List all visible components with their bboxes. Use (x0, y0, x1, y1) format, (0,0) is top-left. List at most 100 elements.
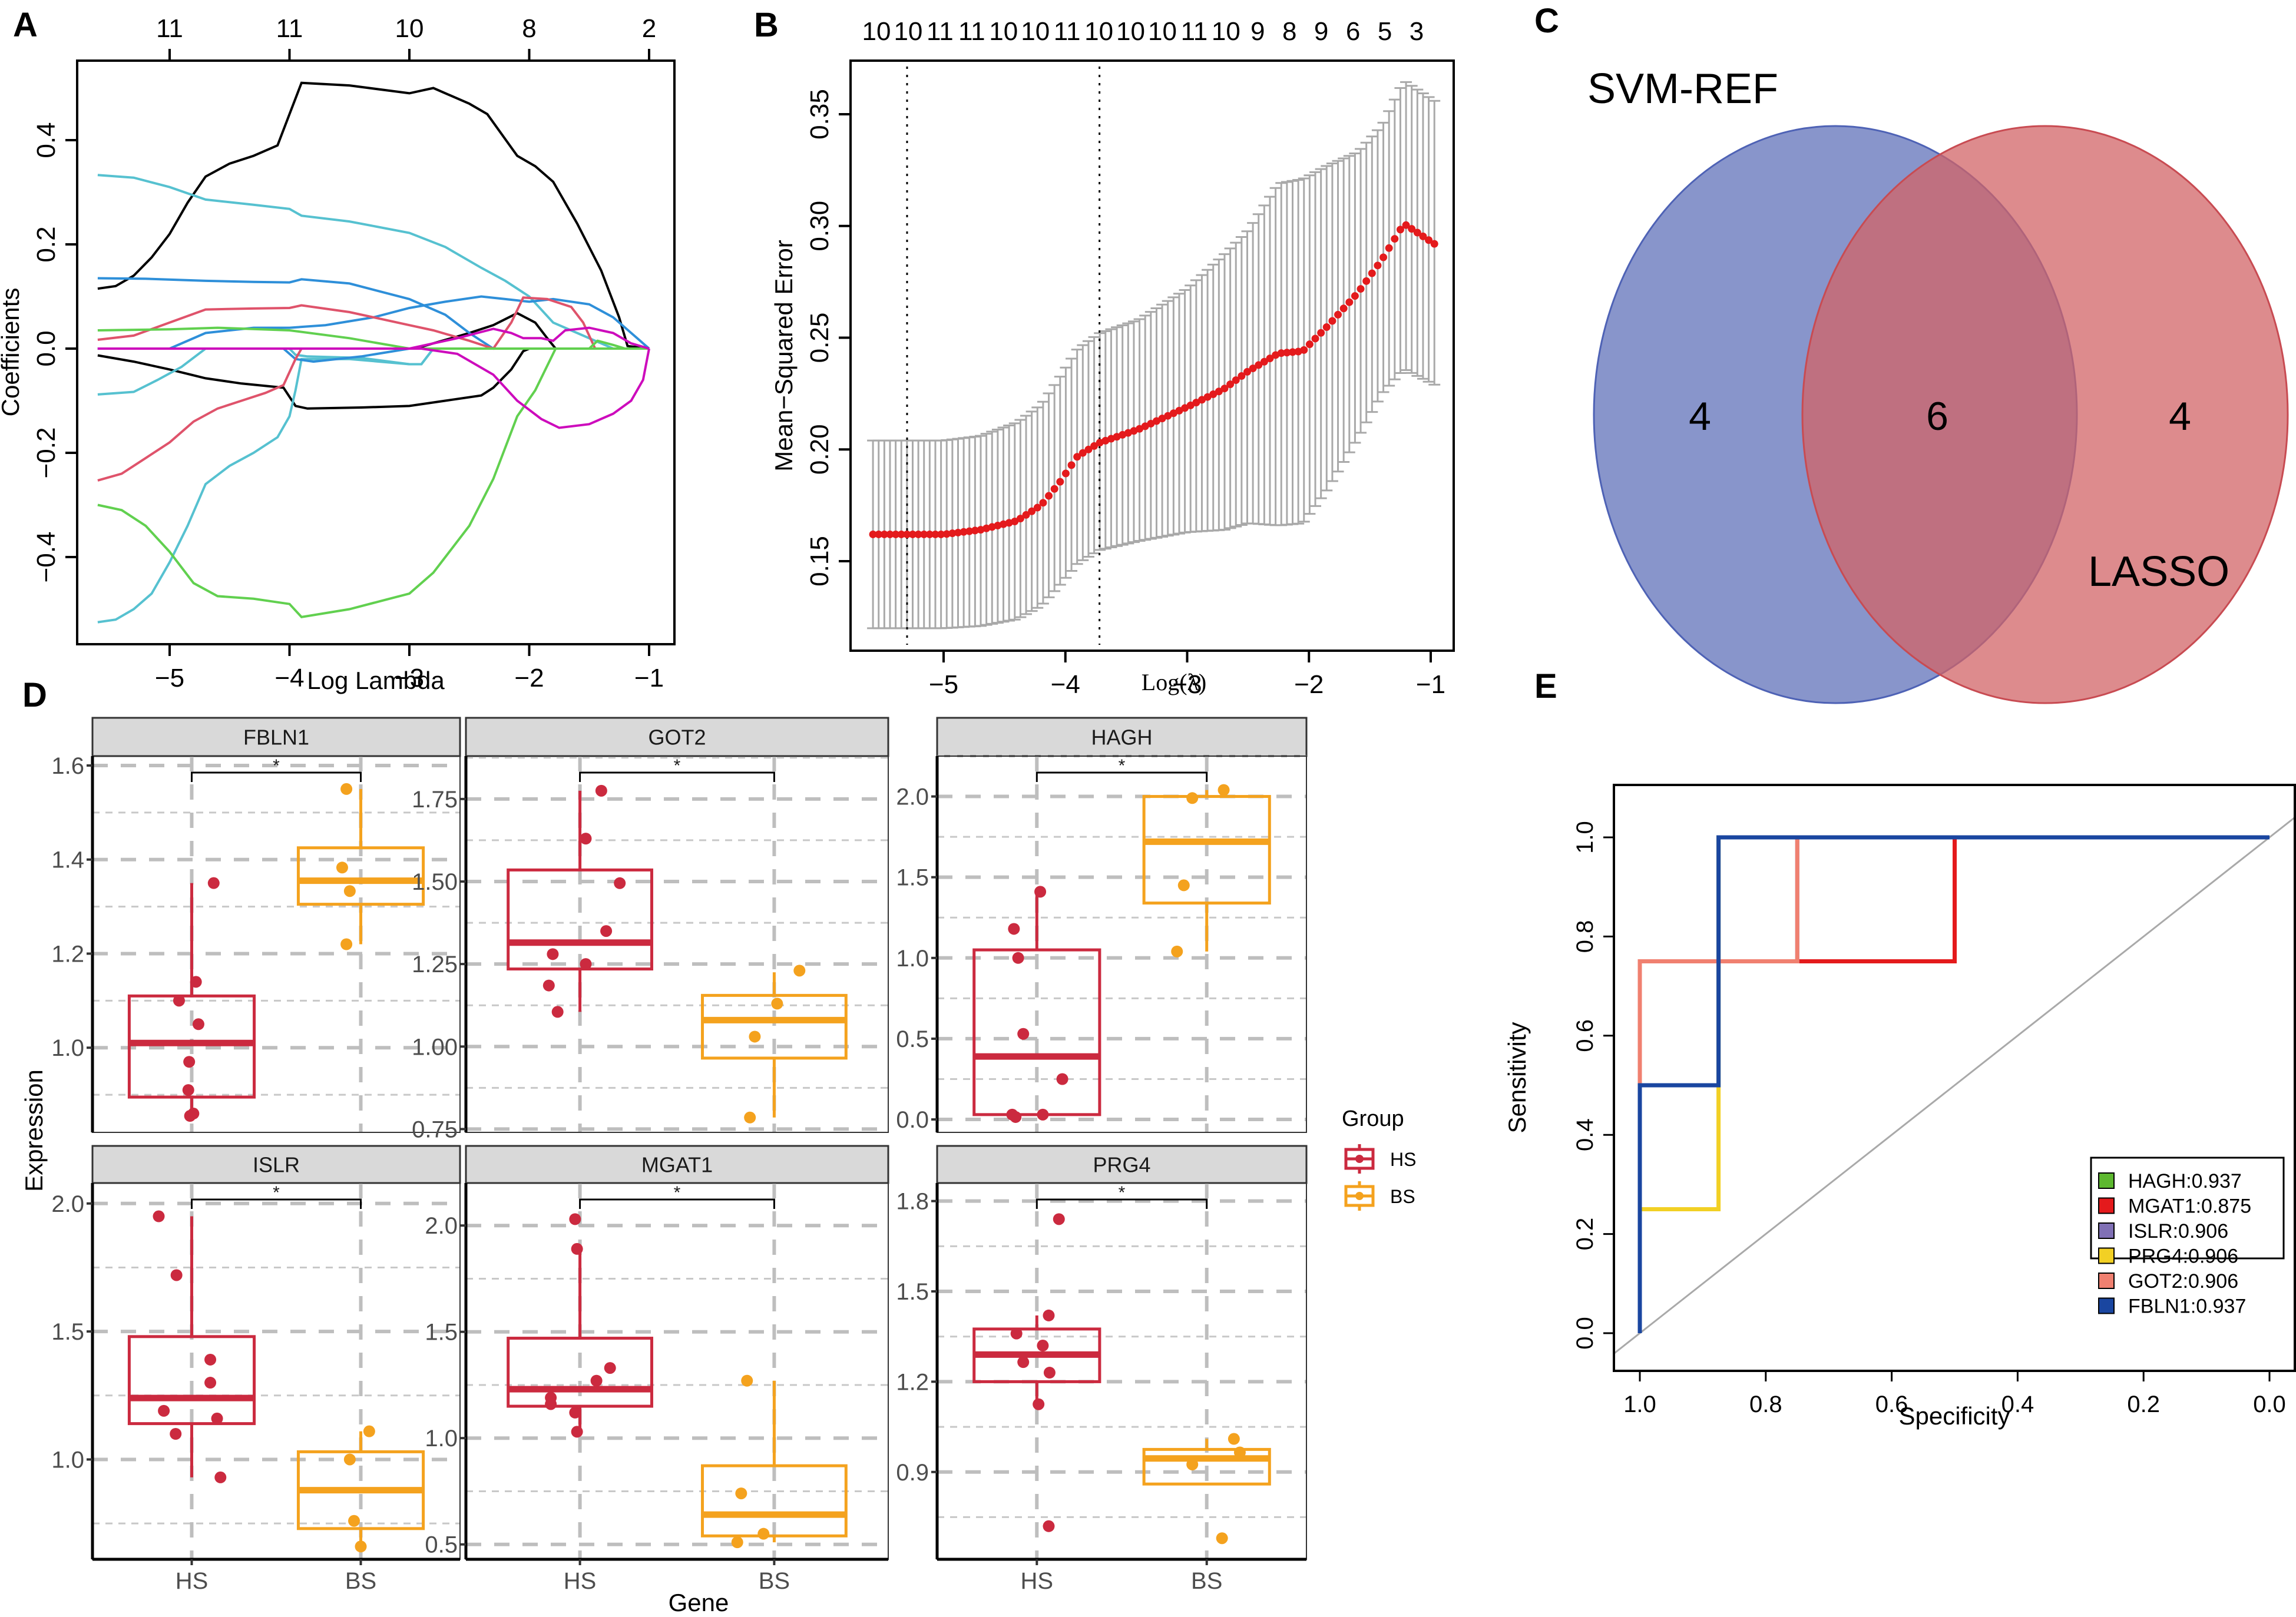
b-mse-point (1033, 503, 1041, 512)
a-series-black-1 (97, 81, 650, 350)
e-legend-swatch (2098, 1222, 2115, 1239)
b-mse-point (1317, 329, 1325, 337)
b-top-tick-label: 11 (1181, 17, 1208, 46)
e-legend-swatch (2098, 1273, 2115, 1289)
data-point-hs (551, 1006, 564, 1018)
a-series-magenta-1 (97, 326, 650, 350)
significance-star: * (1119, 756, 1126, 776)
significance-star: * (1119, 1183, 1126, 1202)
b-mse-point (1073, 453, 1081, 461)
b-top-tick-label: 10 (1148, 17, 1177, 46)
significance-star: * (674, 1183, 681, 1202)
b-mse-point (1243, 367, 1251, 376)
b-mse-point (1345, 298, 1354, 306)
e-plot-frame (1613, 784, 2296, 1372)
data-point-bs (749, 1030, 761, 1043)
b-y-tick-label: 0.15 (805, 536, 834, 587)
panel-label-b: B (754, 6, 779, 44)
data-point-bs (757, 1527, 770, 1540)
data-point-hs (590, 1374, 603, 1387)
data-point-bs (1218, 784, 1230, 796)
e-axes: 1.0 0.8 0.6 0.4 0.2 0.0 0.0 0.2 0.4 0.6 0.8 1.0 (1572, 821, 2286, 1417)
a-axes: −5 11 −4 11 −3 10 −2 8 −1 2 −0.4 −0.2 0.0 0.2 0.4 (32, 14, 664, 692)
data-point-hs (204, 1353, 217, 1366)
b-mse-point (1425, 236, 1433, 244)
b-mse-point (1430, 240, 1438, 248)
b-mse-point (1056, 478, 1064, 486)
a-top-tick-label: 2 (642, 14, 656, 43)
facet-y-tick-label: 2.0 (425, 1213, 458, 1239)
b-mse-point (1334, 310, 1342, 319)
facet-x-tick-label: BS (759, 1568, 790, 1594)
a-plot-frame (76, 59, 676, 645)
facet-frame (937, 756, 1307, 1133)
panel-label-a: A (13, 6, 38, 44)
e-x-tick-label: 0.2 (2127, 1391, 2160, 1417)
a-series-green-2 (97, 347, 649, 618)
b-mse-point (1186, 401, 1195, 409)
b-mse-point (1368, 269, 1376, 277)
e-legend-label: GOT2:0.906 (2128, 1270, 2238, 1293)
data-point-hs (153, 1210, 165, 1222)
facet-x-tick-label: HS (564, 1568, 597, 1594)
box-hs (507, 1337, 653, 1408)
facet-strip (91, 717, 461, 757)
a-top-tick-label: 11 (276, 14, 303, 43)
facet-x-tick-label: BS (1191, 1568, 1222, 1594)
b-mse-point (1289, 348, 1297, 356)
facet-y-tick-label: 2.0 (896, 784, 929, 810)
significance-star: * (273, 1183, 280, 1202)
a-series-lines (97, 81, 650, 624)
facet-y-tick-label: 1.5 (425, 1320, 458, 1346)
a-x-tick-label: −4 (274, 664, 304, 692)
b-mse-point (1249, 365, 1257, 373)
e-x-tick-label: 0.4 (2001, 1391, 2034, 1417)
b-top-tick-label: 10 (1116, 17, 1145, 46)
b-mse-point (886, 530, 894, 538)
b-mse-point (1305, 340, 1314, 349)
e-legend-swatch (2098, 1197, 2115, 1214)
b-mse-point (1255, 361, 1263, 369)
b-mse-point (948, 529, 957, 538)
panel-d-boxplots: FBLN1 * 1.0 1.2 1.4 1.6 GOT2 * 0.75 1.00 1.25 1.50 1… (20, 717, 1416, 1616)
b-mse-point (903, 530, 911, 538)
a-x-axis-title: Log Lambda (307, 667, 445, 694)
facet-strip (465, 717, 889, 757)
data-point-hs (604, 1362, 616, 1374)
data-point-hs (173, 995, 185, 1007)
data-point-bs (793, 965, 806, 977)
data-point-hs (1034, 886, 1047, 898)
facet-strip-label: MGAT1 (641, 1153, 713, 1177)
legend-key-point (1355, 1155, 1364, 1163)
facet-y-tick-label: 1.75 (412, 787, 458, 813)
panel-c-venn: SVM-REF LASSO 4 6 4 (1587, 65, 2289, 704)
data-point-hs (207, 877, 220, 889)
a-x-tick-label: −3 (395, 664, 424, 692)
e-diagonal-line (1613, 816, 2295, 1354)
data-point-hs (170, 1428, 182, 1440)
b-top-tick-label: 10 (1084, 17, 1113, 46)
facet-strip-label: ISLR (253, 1153, 300, 1177)
b-x-tick-label: −4 (1051, 670, 1080, 699)
data-point-hs (1033, 1398, 1045, 1410)
b-mse-point (1090, 442, 1099, 450)
data-point-hs (1037, 1108, 1049, 1121)
e-legend-frame (2090, 1157, 2285, 1260)
b-top-tick-label: 10 (989, 17, 1018, 46)
data-point-bs (336, 861, 348, 874)
data-point-hs (192, 1018, 204, 1030)
b-y-tick-label: 0.25 (805, 313, 834, 363)
b-mse-point (1061, 469, 1070, 478)
a-y-tick-label: 0.2 (32, 226, 61, 262)
e-diagonal (1613, 816, 2295, 1354)
b-top-tick-label: 8 (1282, 17, 1296, 46)
facet-hagh: HAGH * 0.0 0.5 1.0 1.5 2.0 (896, 717, 1308, 1133)
facet-x-tick-label: BS (345, 1568, 376, 1594)
b-mse-point (1078, 449, 1087, 457)
b-mse-point (1322, 323, 1331, 332)
b-mse-point (1339, 304, 1348, 313)
b-x-tick-label: −2 (1294, 670, 1324, 699)
data-point-bs (340, 938, 353, 950)
